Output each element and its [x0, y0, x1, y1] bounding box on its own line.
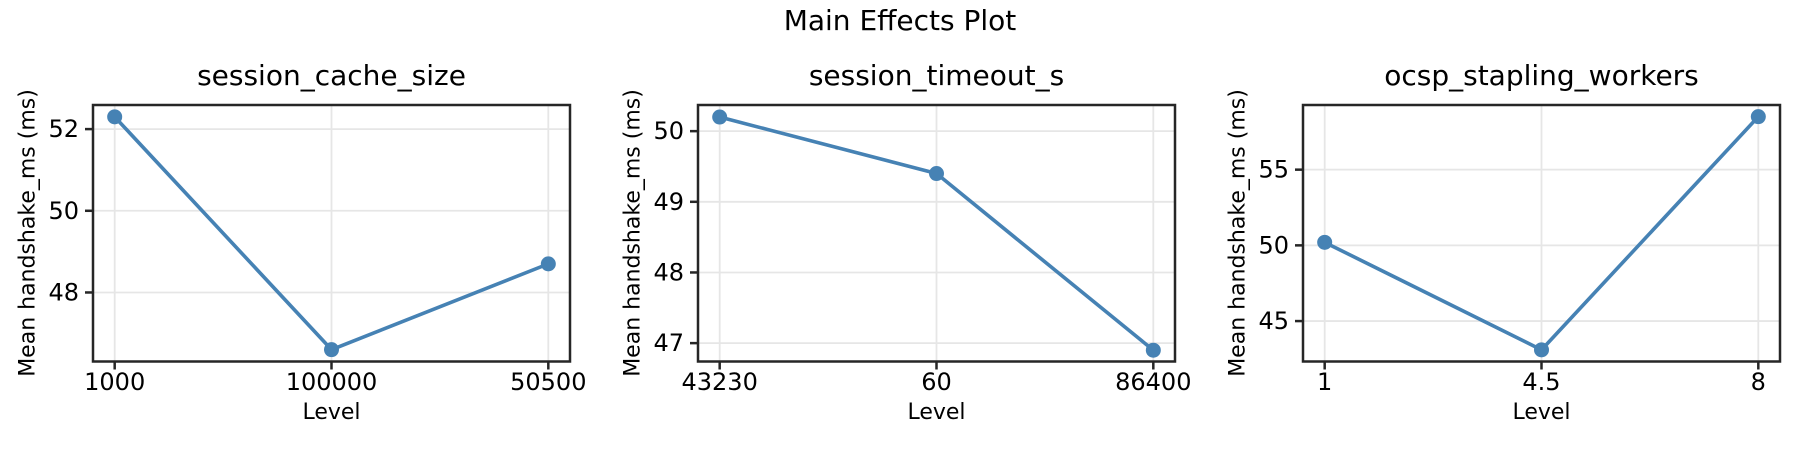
x-axis-label: Level [907, 400, 966, 425]
y-tick-label: 55 [1258, 156, 1289, 184]
y-tick-label: 50 [1258, 231, 1289, 259]
x-tick-label: 1000 [84, 368, 145, 396]
figure-title: Main Effects Plot [783, 4, 1017, 37]
x-tick-label: 4.5 [1522, 368, 1560, 396]
y-tick-label: 48 [653, 258, 684, 286]
axes-spines [91, 103, 572, 363]
data-point [107, 109, 123, 125]
subplot-title: session_cache_size [197, 59, 466, 92]
y-tick-label: 50 [653, 117, 684, 145]
subplot-title: session_timeout_s [808, 59, 1065, 92]
data-point [1317, 234, 1333, 250]
data-point [712, 109, 728, 125]
y-tick-label: 52 [48, 115, 79, 143]
x-tick-label: 43230 [682, 368, 758, 396]
data-point [929, 166, 944, 182]
y-tick-label: 48 [48, 278, 79, 306]
subplot-session-cache-size: session_cache_size Mean handshake_ms (ms… [0, 0, 600, 450]
data-point [1145, 342, 1161, 358]
subplot-title: ocsp_stapling_workers [1384, 59, 1699, 92]
x-axis-label: Level [1512, 400, 1571, 425]
y-tick-label: 50 [48, 197, 79, 225]
x-axis-label: Level [302, 400, 361, 425]
y-tick-label: 49 [653, 188, 684, 216]
x-tick-label: 1 [1317, 368, 1332, 396]
y-tick-label: 45 [1258, 307, 1289, 335]
data-point [540, 256, 556, 272]
data-point [324, 342, 339, 358]
plot-area: 47 48 49 50 43230 60 86400 [653, 103, 1191, 396]
plot-area: 45 50 55 1 4.5 8 [1258, 103, 1782, 396]
x-tick-label: 8 [1751, 368, 1766, 396]
plot-area: 48 50 52 1000 100000 50500 [48, 103, 586, 396]
y-tick-label: 47 [653, 329, 684, 357]
axes-spines [1301, 103, 1782, 363]
data-point [1750, 109, 1766, 125]
x-tick-label: 60 [921, 368, 952, 396]
x-tick-label: 50500 [510, 368, 586, 396]
x-tick-label: 86400 [1115, 368, 1191, 396]
axes-spines [696, 103, 1177, 363]
x-tick-label: 100000 [286, 368, 378, 396]
subplot-ocsp-stapling-workers: ocsp_stapling_workers Mean handshake_ms … [1210, 0, 1800, 450]
subplot-session-timeout-s: session_timeout_s Mean handshake_ms (ms)… [605, 0, 1205, 450]
data-point [1534, 342, 1549, 358]
